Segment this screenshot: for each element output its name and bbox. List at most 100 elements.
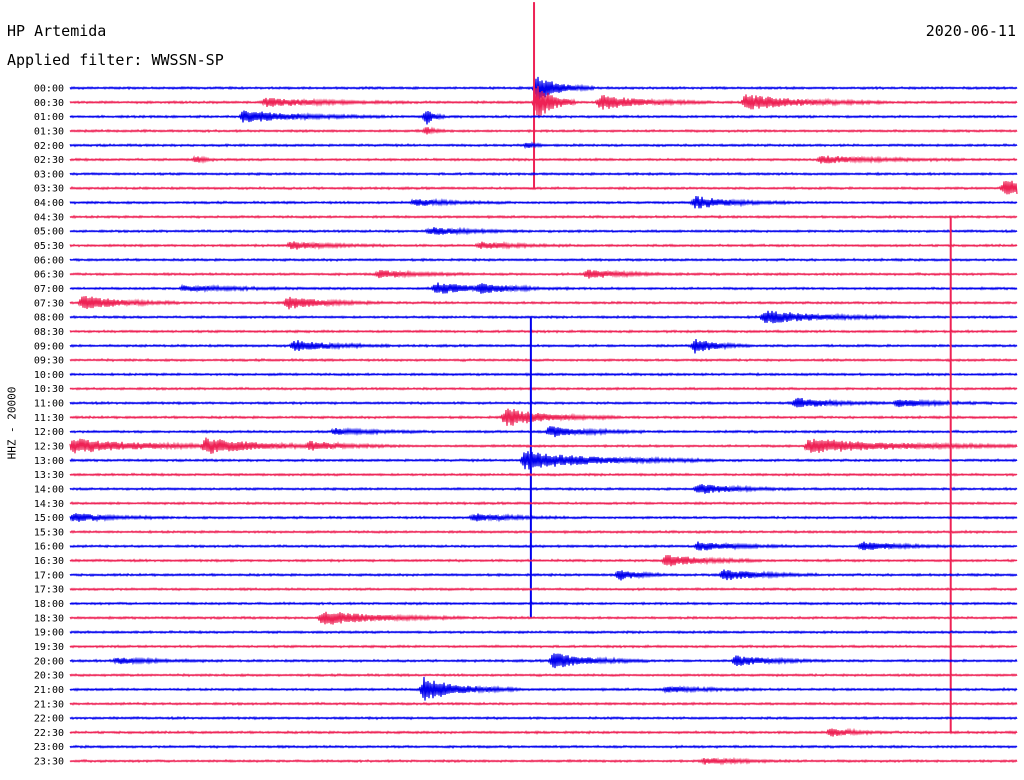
row-time-label: 12:00 [34, 427, 64, 438]
trace-row [69, 644, 1018, 649]
row-time-label: 15:00 [34, 513, 64, 524]
row-time-label: 02:00 [34, 141, 64, 152]
trace-row [69, 257, 1018, 263]
trace-row [69, 110, 1018, 125]
row-time-label: 01:00 [34, 112, 64, 123]
row-time-label: 14:00 [34, 484, 64, 495]
row-time-label: 10:30 [34, 384, 64, 395]
trace-row [69, 310, 1018, 324]
trace-row [69, 541, 1018, 551]
row-time-label: 22:30 [34, 728, 64, 739]
trace-row [69, 180, 1018, 195]
row-time-label: 16:00 [34, 542, 64, 553]
trace-row [69, 715, 1018, 721]
trace-row [69, 653, 1018, 669]
row-time-label: 17:30 [34, 585, 64, 596]
row-time-label: 07:30 [34, 298, 64, 309]
row-time-label: 07:00 [34, 284, 64, 295]
row-time-label: 09:30 [34, 356, 64, 367]
trace-row [69, 629, 1018, 635]
row-time-label: 05:30 [34, 241, 64, 252]
row-time-label: 00:30 [34, 98, 64, 109]
row-time-label: 22:00 [34, 714, 64, 725]
row-time-label: 06:00 [34, 255, 64, 266]
row-time-label: 02:30 [34, 155, 64, 166]
row-time-label: 18:00 [34, 599, 64, 610]
row-time-label: 09:00 [34, 341, 64, 352]
trace-row [69, 226, 1018, 236]
trace-row [69, 701, 1018, 707]
row-time-label: 08:30 [34, 327, 64, 338]
row-time-label: 16:30 [34, 556, 64, 567]
row-time-label: 03:00 [34, 169, 64, 180]
row-time-label: 08:00 [34, 313, 64, 324]
channel-axis-label: HHZ - 20000 [5, 386, 19, 460]
trace-row [69, 529, 1018, 535]
trace-row [69, 214, 1018, 220]
trace-row [69, 196, 1018, 209]
trace-row [69, 437, 1018, 454]
row-time-label: 00:00 [34, 84, 64, 95]
trace-row [69, 569, 1018, 581]
trace-row [69, 611, 1018, 625]
row-time-label: 19:00 [34, 628, 64, 639]
station-title: HP Artemida [7, 22, 107, 40]
row-time-label: 11:00 [34, 399, 64, 410]
row-time-label: 19:30 [34, 642, 64, 653]
trace-row [69, 451, 1018, 470]
trace-row [69, 296, 1018, 310]
trace-row [69, 513, 1018, 523]
row-time-label: 21:30 [34, 699, 64, 710]
trace-row [69, 76, 1018, 102]
trace-row [69, 155, 1018, 164]
trace-row [69, 372, 1018, 377]
row-time-label: 03:30 [34, 184, 64, 195]
trace-row [69, 338, 1018, 354]
trace-row [69, 484, 1018, 494]
trace-row [69, 555, 1018, 567]
row-time-label: 23:00 [34, 742, 64, 753]
trace-row [69, 756, 1018, 766]
row-time-label: 13:00 [34, 456, 64, 467]
trace-row [69, 676, 1018, 701]
row-time-label: 13:30 [34, 470, 64, 481]
trace-row [69, 672, 1018, 678]
trace-row [69, 241, 1018, 251]
trace-row [69, 141, 1018, 150]
filter-subtitle: Applied filter: WWSSN-SP [7, 51, 224, 69]
trace-row [69, 357, 1018, 363]
trace-row [69, 744, 1018, 750]
trace-rows [69, 2, 1018, 766]
row-time-label: 18:30 [34, 613, 64, 624]
row-time-label: 06:30 [34, 270, 64, 281]
time-tick-labels: 00:00 00:30 01:00 01:30 02:00 02:30 03:00 03:30… [34, 84, 64, 768]
row-time-label: 23:30 [34, 757, 64, 768]
row-time-label: 12:30 [34, 442, 64, 453]
row-time-label: 01:30 [34, 126, 64, 137]
row-time-label: 21:00 [34, 685, 64, 696]
trace-row [69, 269, 1018, 279]
trace-row [69, 126, 1018, 135]
date-label: 2020-06-11 [925, 22, 1016, 40]
trace-row [69, 426, 1018, 438]
trace-row [69, 85, 1018, 118]
trace-row [69, 472, 1018, 477]
row-time-label: 20:30 [34, 671, 64, 682]
row-time-label: 05:00 [34, 227, 64, 238]
row-time-label: 11:30 [34, 413, 64, 424]
row-time-label: 10:00 [34, 370, 64, 381]
trace-row [69, 601, 1018, 606]
row-time-label: 14:30 [34, 499, 64, 510]
trace-row [69, 329, 1018, 334]
trace-row [69, 386, 1018, 391]
trace-row [69, 500, 1018, 506]
trace-row [69, 397, 1018, 408]
row-time-label: 20:00 [34, 656, 64, 667]
trace-row [69, 171, 1018, 177]
trace-row [69, 727, 1018, 737]
trace-row [69, 282, 1018, 294]
row-time-label: 04:30 [34, 212, 64, 223]
trace-row [69, 408, 1018, 426]
row-time-label: 15:30 [34, 527, 64, 538]
